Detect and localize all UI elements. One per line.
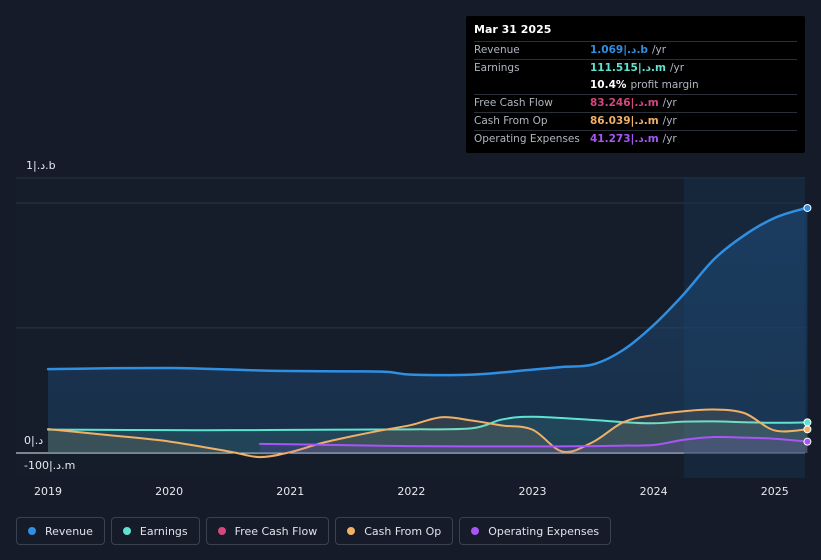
tooltip-row-value: 10.4% xyxy=(590,79,627,91)
x-tick-label: 2025 xyxy=(760,485,789,498)
tooltip-row-unit: /yr xyxy=(669,62,685,74)
tooltip-row-unit: /yr xyxy=(662,133,677,145)
revenue-endpoint xyxy=(803,203,812,212)
legend-item-revenue[interactable]: Revenue xyxy=(16,517,105,545)
y-top-label: 1|.د.b xyxy=(26,159,56,172)
tooltip-row-label: Operating Expenses xyxy=(474,133,580,145)
legend-label: Revenue xyxy=(45,524,93,538)
legend-dot-icon xyxy=(217,527,226,535)
legend-dot-icon xyxy=(28,527,36,535)
tooltip-row: Earnings 111.515|.د.m/yr xyxy=(474,59,797,77)
revenue-line xyxy=(46,206,810,377)
cash-from-op-line xyxy=(47,408,809,459)
legend-label: Cash From Op xyxy=(364,524,442,538)
legend-item-earnings[interactable]: Earnings xyxy=(110,517,200,545)
tooltip-date: Mar 31 2025 xyxy=(474,23,552,36)
y-zero-label: 0|.د xyxy=(24,434,44,447)
operating-expenses-line xyxy=(258,435,809,448)
x-tick-label: 2022 xyxy=(397,485,426,498)
tooltip-row-unit: /yr xyxy=(662,97,677,109)
legend-label: Free Cash Flow xyxy=(234,524,318,538)
x-tick-label: 2019 xyxy=(34,485,62,498)
tooltip-row-unit: profit margin xyxy=(630,79,699,91)
legend: Revenue Earnings Free Cash Flow Cash From O… xyxy=(16,517,612,545)
x-tick-label: 2021 xyxy=(276,485,305,498)
legend-dot-icon xyxy=(347,527,356,535)
tooltip-row-unit: /yr xyxy=(651,44,667,56)
tooltip-row: Free Cash Flow 83.246|.د.m/yr xyxy=(474,94,797,112)
x-tick-label: 2020 xyxy=(155,485,184,498)
earnings-line xyxy=(47,415,809,432)
legend-item-operating-expenses[interactable]: Operating Expenses xyxy=(459,517,612,545)
legend-item-free-cash-flow[interactable]: Free Cash Flow xyxy=(205,517,330,545)
tooltip-row-value: 86.039|.د.m xyxy=(590,115,659,127)
legend-dot-icon xyxy=(471,527,480,535)
x-tick-label: 2024 xyxy=(639,485,668,498)
legend-dot-icon xyxy=(122,527,131,535)
tooltip-row: Revenue 1.069|.د.b/yr xyxy=(474,41,797,59)
tooltip-panel: Mar 31 2025 Revenue 1.069|.د.b/yr Earnings… xyxy=(466,16,805,153)
tooltip-row-label xyxy=(474,77,590,94)
tooltip-row: Cash From Op 86.039|.د.m/yr xyxy=(474,112,797,130)
operating-expenses-endpoint xyxy=(803,437,812,446)
tooltip-row-value: 83.246|.د.m xyxy=(590,97,659,109)
tooltip-row: 10.4% profit margin xyxy=(474,77,797,94)
tooltip-rows: Revenue 1.069|.د.b/yr Earnings 111.515|.د.m… xyxy=(474,41,797,148)
operating-expenses-area xyxy=(259,436,808,453)
tooltip-row-value: 111.515|.د.m xyxy=(590,62,666,74)
x-tick-label: 2023 xyxy=(518,485,547,498)
series-layer xyxy=(46,206,810,459)
tooltip-row-value: 1.069|.د.b xyxy=(590,44,648,56)
tooltip-row-value: 41.273|.د.m xyxy=(590,133,659,145)
legend-label: Operating Expenses xyxy=(488,524,600,538)
y-bottom-label: -100|.د.m xyxy=(24,459,76,472)
tooltip-row-unit: /yr xyxy=(662,115,677,127)
legend-item-cash-from-op[interactable]: Cash From Op xyxy=(335,517,454,545)
tooltip-row-label: Cash From Op xyxy=(474,115,548,127)
cash-from-op-endpoint xyxy=(803,425,812,434)
revenue-area xyxy=(48,207,809,453)
tooltip-row-label: Earnings xyxy=(474,62,520,74)
endpoint-markers xyxy=(803,203,812,446)
tooltip-row-label: Revenue xyxy=(474,44,520,56)
tooltip-row: Operating Expenses 41.273|.د.m/yr xyxy=(474,130,797,148)
legend-label: Earnings xyxy=(139,524,188,538)
tooltip-row-label: Free Cash Flow xyxy=(474,97,553,109)
earnings-endpoint xyxy=(803,418,812,427)
